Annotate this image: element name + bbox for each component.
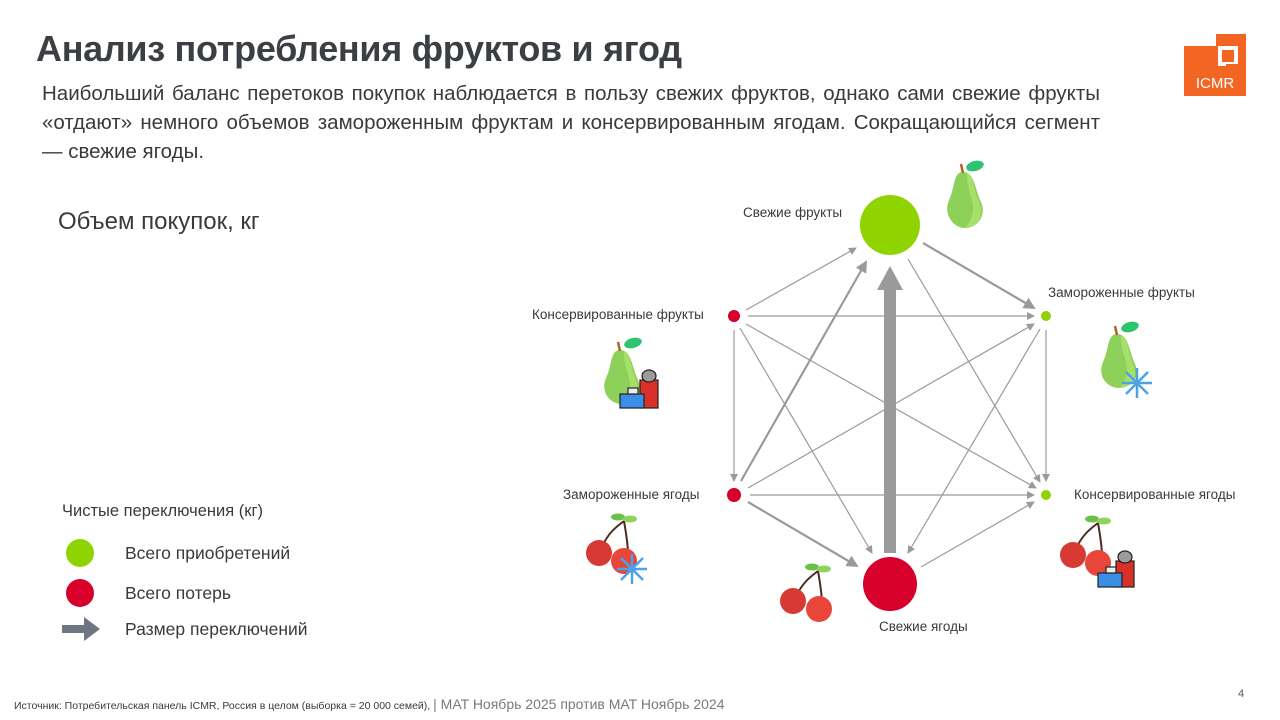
edge-cf-sf: [745, 247, 857, 311]
label-frozen-fruits: Замороженные фрукты: [1048, 285, 1195, 300]
label-frozen-berries: Замороженные ягоды: [563, 487, 700, 502]
frozen-pear-icon: [1101, 321, 1152, 398]
footer-source: Источник: Потребительская панель ICMR, Р…: [14, 696, 724, 712]
node-frozen-fruits: [1041, 311, 1051, 321]
legend-title: Чистые переключения (кг): [62, 502, 263, 520]
edge-sy-ky: [920, 501, 1035, 568]
source-text: Источник: Потребительская панель ICMR, Р…: [14, 700, 431, 712]
red-dot-icon: [66, 579, 94, 607]
section-label: Объем покупок, кг: [58, 208, 260, 235]
icmr-logo: ICMR: [1184, 34, 1246, 96]
legend-item-switch-size: Размер переключений: [62, 616, 308, 642]
page-subtitle: Наибольший баланс перетоков покупок набл…: [42, 82, 1100, 163]
canned-pear-icon: [604, 337, 659, 409]
frozen-cherry-icon: [586, 513, 647, 584]
node-frozen-berries: [727, 488, 741, 502]
label-canned-fruits: Консервированные фрукты: [532, 307, 704, 322]
cherry-icon: [780, 563, 832, 622]
label-fresh-berries: Свежие ягоды: [879, 619, 968, 634]
period-text: | MAT Ноябрь 2025 против MAT Ноябрь 2024: [433, 696, 725, 712]
legend-item-gains: Всего приобретений: [62, 539, 290, 567]
edge-zf-sy: [907, 328, 1041, 554]
canned-cherry-icon: [1060, 515, 1135, 588]
legend: Чистые переключения (кг) Всего приобрете…: [62, 502, 308, 641]
svg-text:ICMR: ICMR: [1196, 75, 1234, 92]
edge-zy-sf: [740, 260, 867, 482]
node-canned-berries: [1041, 490, 1051, 500]
edge-zy-sy: [747, 501, 859, 568]
green-dot-icon: [66, 539, 94, 567]
node-fresh-berries: [863, 557, 917, 611]
edge-sf-zf: [922, 242, 1036, 310]
legend-item-losses: Всего потерь: [62, 579, 231, 607]
node-canned-fruits: [728, 310, 740, 322]
pear-icon: [947, 160, 984, 228]
edge-sf-ky: [907, 258, 1041, 483]
label-canned-berries: Консервированные ягоды: [1074, 487, 1236, 502]
page-title: Анализ потребления фруктов и ягод: [36, 28, 682, 69]
arrow-right-icon: [62, 617, 100, 641]
page-number: 4: [1238, 688, 1245, 700]
edge-sy-sf: [877, 266, 903, 553]
edge-cf-sy: [739, 327, 873, 554]
label-fresh-fruits: Свежие фрукты: [743, 205, 843, 220]
node-fresh-fruits: [860, 195, 920, 255]
